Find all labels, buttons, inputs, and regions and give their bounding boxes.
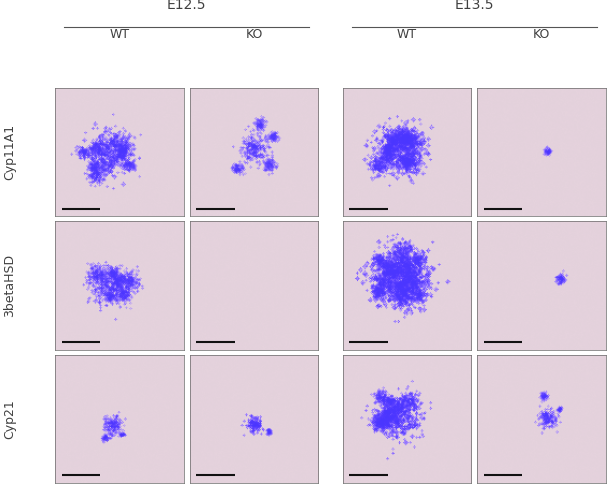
Text: KO: KO xyxy=(533,28,550,41)
Text: E12.5: E12.5 xyxy=(167,0,206,12)
Text: E13.5: E13.5 xyxy=(455,0,494,12)
Text: WT: WT xyxy=(110,28,129,41)
Text: Cyp21: Cyp21 xyxy=(3,399,16,439)
Text: WT: WT xyxy=(397,28,417,41)
Text: KO: KO xyxy=(245,28,263,41)
Text: 3betaHSD: 3betaHSD xyxy=(3,254,16,317)
Text: Cyp11A1: Cyp11A1 xyxy=(3,124,16,180)
